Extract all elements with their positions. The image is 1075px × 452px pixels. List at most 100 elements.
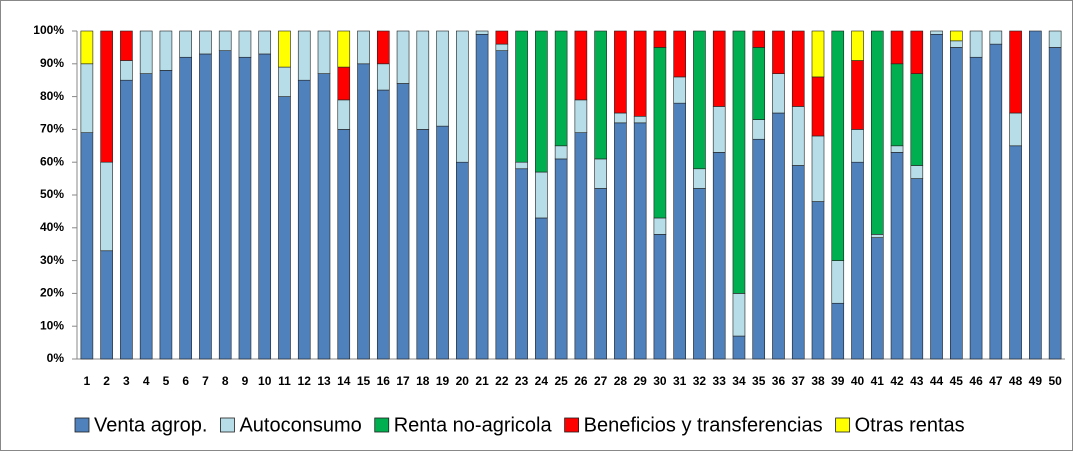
bar-segment	[693, 30, 706, 170]
bar-segment	[396, 30, 410, 84]
bar-segment	[297, 30, 311, 81]
bar-segment	[851, 30, 864, 61]
x-tick-label: 29	[633, 374, 647, 388]
bar-segment	[396, 83, 410, 360]
bar-segment	[732, 335, 746, 360]
bar-segment	[653, 47, 667, 219]
bar-segment	[1009, 145, 1022, 360]
x-tick-label: 27	[594, 374, 608, 388]
y-tick-label: 80%	[40, 89, 64, 103]
y-tick-label: 100%	[33, 23, 64, 37]
x-tick-label: 24	[535, 374, 549, 388]
bar-segment	[100, 161, 113, 252]
x-tick-label: 3	[123, 374, 130, 388]
bar-segment	[870, 237, 884, 360]
bar-segment	[772, 112, 785, 360]
bar-segment	[851, 129, 864, 163]
x-tick-label: 42	[890, 374, 904, 388]
bar-segment	[337, 66, 351, 101]
x-tick-label: 12	[298, 374, 312, 388]
x-tick-label: 31	[673, 374, 687, 388]
x-tick-label: 46	[969, 374, 983, 388]
bar-segment	[337, 99, 351, 130]
x-tick-label: 50	[1048, 374, 1062, 388]
bar-segment	[376, 89, 390, 360]
x-tick-label: 18	[416, 374, 430, 388]
bar-segment	[673, 30, 686, 78]
bar-segment	[535, 30, 548, 173]
bar-segment	[969, 30, 983, 58]
x-tick-label: 40	[851, 374, 865, 388]
x-tick-label: 4	[143, 374, 150, 388]
y-tick-label: 0%	[47, 351, 65, 365]
bar-segment	[594, 30, 607, 160]
bar-segment	[100, 250, 113, 360]
bar-segment	[653, 30, 667, 48]
bar-segment	[594, 188, 607, 360]
legend-label: Beneficios y transferencias	[584, 414, 823, 436]
bar-segment	[712, 106, 726, 153]
bar-segment	[495, 50, 509, 360]
bar-segment	[831, 302, 845, 360]
bar-segment	[80, 30, 94, 65]
bar-segment	[732, 293, 746, 337]
bar-segment	[139, 73, 153, 360]
bar-segment	[653, 234, 667, 360]
bar-segment	[752, 30, 766, 48]
legend-label: Otras rentas	[855, 414, 965, 436]
bar-segment	[436, 30, 449, 127]
x-tick-label: 10	[258, 374, 272, 388]
bar-segment	[218, 50, 232, 360]
x-tick-label: 26	[574, 374, 588, 388]
legend-swatch	[835, 417, 851, 433]
bar-segment	[139, 30, 153, 74]
bar-segment	[337, 30, 351, 68]
x-tick-label: 28	[614, 374, 628, 388]
bar-segment	[633, 115, 647, 124]
bar-segment	[811, 135, 825, 202]
bar-segment	[495, 43, 509, 51]
bar-segment	[712, 152, 726, 360]
x-tick-label: 41	[871, 374, 885, 388]
bar-segment	[199, 53, 212, 360]
x-tick-label: 21	[475, 374, 489, 388]
bar-segment	[811, 76, 825, 137]
bar-segment	[100, 30, 113, 163]
bar-segment	[831, 260, 845, 304]
x-tick-label: 33	[713, 374, 727, 388]
y-tick-label: 60%	[40, 154, 64, 168]
bar-segment	[574, 132, 588, 360]
bar-segment	[456, 30, 469, 163]
bar-segment	[456, 161, 469, 360]
bar-segment	[1048, 47, 1062, 360]
x-tick-label: 39	[831, 374, 845, 388]
bar-segment	[278, 66, 291, 97]
bar-segment	[376, 63, 390, 91]
bar-segment	[179, 30, 192, 58]
bar-segment	[693, 168, 706, 189]
bar-segment	[278, 30, 291, 68]
y-tick-label: 90%	[40, 56, 64, 70]
x-tick-label: 47	[989, 374, 1003, 388]
x-tick-label: 49	[1029, 374, 1043, 388]
x-tick-label: 38	[811, 374, 825, 388]
bar-segment	[673, 76, 686, 104]
y-tick-label: 10%	[40, 318, 64, 332]
bar-segment	[1029, 30, 1042, 360]
bar-segment	[199, 30, 212, 55]
bar-segment	[416, 129, 430, 360]
bar-segment	[1048, 30, 1062, 48]
y-tick-label: 50%	[40, 187, 64, 201]
x-tick-label: 48	[1009, 374, 1023, 388]
bar-segment	[950, 40, 963, 48]
bar-segment	[278, 96, 291, 360]
x-tick-label: 17	[396, 374, 410, 388]
x-tick-label: 43	[910, 374, 924, 388]
bar-segment	[238, 30, 252, 58]
bar-segment	[159, 70, 173, 360]
x-tick-label: 6	[182, 374, 189, 388]
x-tick-label: 1	[84, 374, 91, 388]
bar-segment	[890, 145, 904, 153]
legend-swatch	[374, 417, 390, 433]
